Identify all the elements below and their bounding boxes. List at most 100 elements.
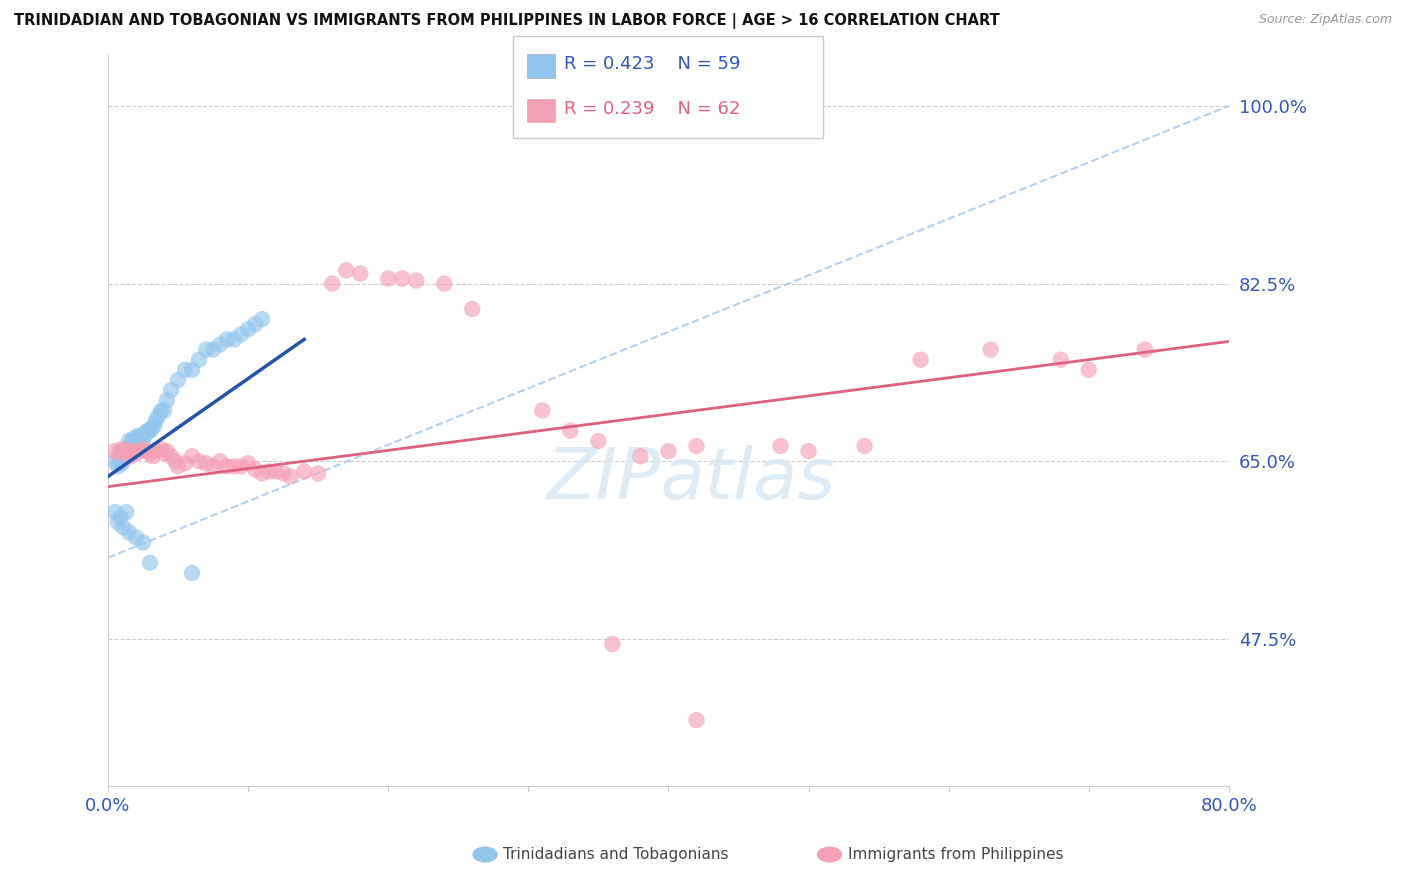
Point — [257, 464, 280, 478]
Point — [160, 383, 183, 397]
Point — [321, 277, 343, 291]
Point — [797, 444, 820, 458]
Point — [143, 418, 166, 433]
Point — [104, 454, 127, 468]
Point — [250, 467, 273, 481]
Point — [122, 444, 145, 458]
Point — [217, 333, 239, 347]
Point — [243, 462, 266, 476]
Point — [243, 317, 266, 331]
Text: R = 0.423    N = 59: R = 0.423 N = 59 — [564, 55, 741, 73]
Point — [910, 352, 932, 367]
Point — [141, 422, 163, 436]
Point — [107, 515, 129, 529]
Point — [229, 327, 252, 342]
Point — [118, 442, 141, 456]
Point — [685, 439, 707, 453]
Point — [156, 444, 179, 458]
Point — [136, 424, 159, 438]
Point — [107, 459, 129, 474]
Point — [195, 343, 218, 357]
Point — [349, 267, 371, 281]
Point — [222, 333, 245, 347]
Point — [195, 456, 218, 470]
Point — [125, 446, 148, 460]
Point — [125, 530, 148, 544]
Point — [222, 459, 245, 474]
Point — [153, 403, 176, 417]
Point — [271, 467, 294, 481]
Text: TRINIDADIAN AND TOBAGONIAN VS IMMIGRANTS FROM PHILIPPINES IN LABOR FORCE | AGE >: TRINIDADIAN AND TOBAGONIAN VS IMMIGRANTS… — [14, 13, 1000, 29]
Point — [602, 637, 624, 651]
Point — [114, 446, 136, 460]
Point — [115, 449, 138, 463]
Point — [148, 409, 170, 423]
Point — [209, 454, 232, 468]
Point — [122, 432, 145, 446]
Point — [135, 425, 157, 440]
Point — [657, 444, 679, 458]
Point — [117, 444, 139, 458]
Point — [110, 510, 132, 524]
Point — [405, 273, 427, 287]
Point — [108, 449, 131, 463]
Point — [236, 322, 259, 336]
Point — [108, 446, 131, 460]
Point — [167, 373, 190, 387]
Point — [307, 467, 329, 481]
Point — [531, 403, 554, 417]
Point — [264, 464, 287, 478]
Point — [115, 505, 138, 519]
Point — [110, 454, 132, 468]
Text: Immigrants from Philippines: Immigrants from Philippines — [848, 847, 1063, 862]
Point — [132, 434, 155, 448]
Point — [118, 434, 141, 448]
Point — [1049, 352, 1071, 367]
Point — [104, 505, 127, 519]
Point — [139, 446, 162, 460]
Point — [111, 442, 134, 456]
Point — [132, 442, 155, 456]
Point — [292, 464, 315, 478]
Point — [181, 363, 204, 377]
Point — [174, 456, 197, 470]
Point — [150, 442, 173, 456]
Text: R = 0.239    N = 62: R = 0.239 N = 62 — [564, 100, 740, 118]
Point — [1133, 343, 1156, 357]
Point — [131, 429, 153, 443]
Point — [174, 363, 197, 377]
Point — [132, 535, 155, 549]
Point — [118, 525, 141, 540]
Point — [236, 456, 259, 470]
Point — [142, 449, 165, 463]
Point — [167, 459, 190, 474]
Text: Source: ZipAtlas.com: Source: ZipAtlas.com — [1258, 13, 1392, 27]
Point — [111, 456, 134, 470]
Point — [145, 414, 167, 428]
Point — [181, 449, 204, 463]
Point — [134, 429, 156, 443]
Point — [146, 444, 169, 458]
Point — [120, 439, 142, 453]
Point — [121, 436, 143, 450]
Point — [112, 520, 135, 534]
Point — [181, 566, 204, 580]
Point — [628, 449, 651, 463]
Point — [156, 393, 179, 408]
Point — [217, 459, 239, 474]
Point — [560, 424, 582, 438]
Point — [188, 352, 211, 367]
Point — [122, 434, 145, 448]
Point — [853, 439, 876, 453]
Point — [128, 444, 150, 458]
Point — [461, 301, 484, 316]
Point — [209, 337, 232, 351]
Point — [153, 446, 176, 460]
Point — [111, 444, 134, 458]
Point — [188, 454, 211, 468]
Point — [202, 459, 225, 474]
Text: Trinidadians and Tobagonians: Trinidadians and Tobagonians — [503, 847, 728, 862]
Point — [335, 263, 357, 277]
Point — [250, 312, 273, 326]
Point — [125, 434, 148, 448]
